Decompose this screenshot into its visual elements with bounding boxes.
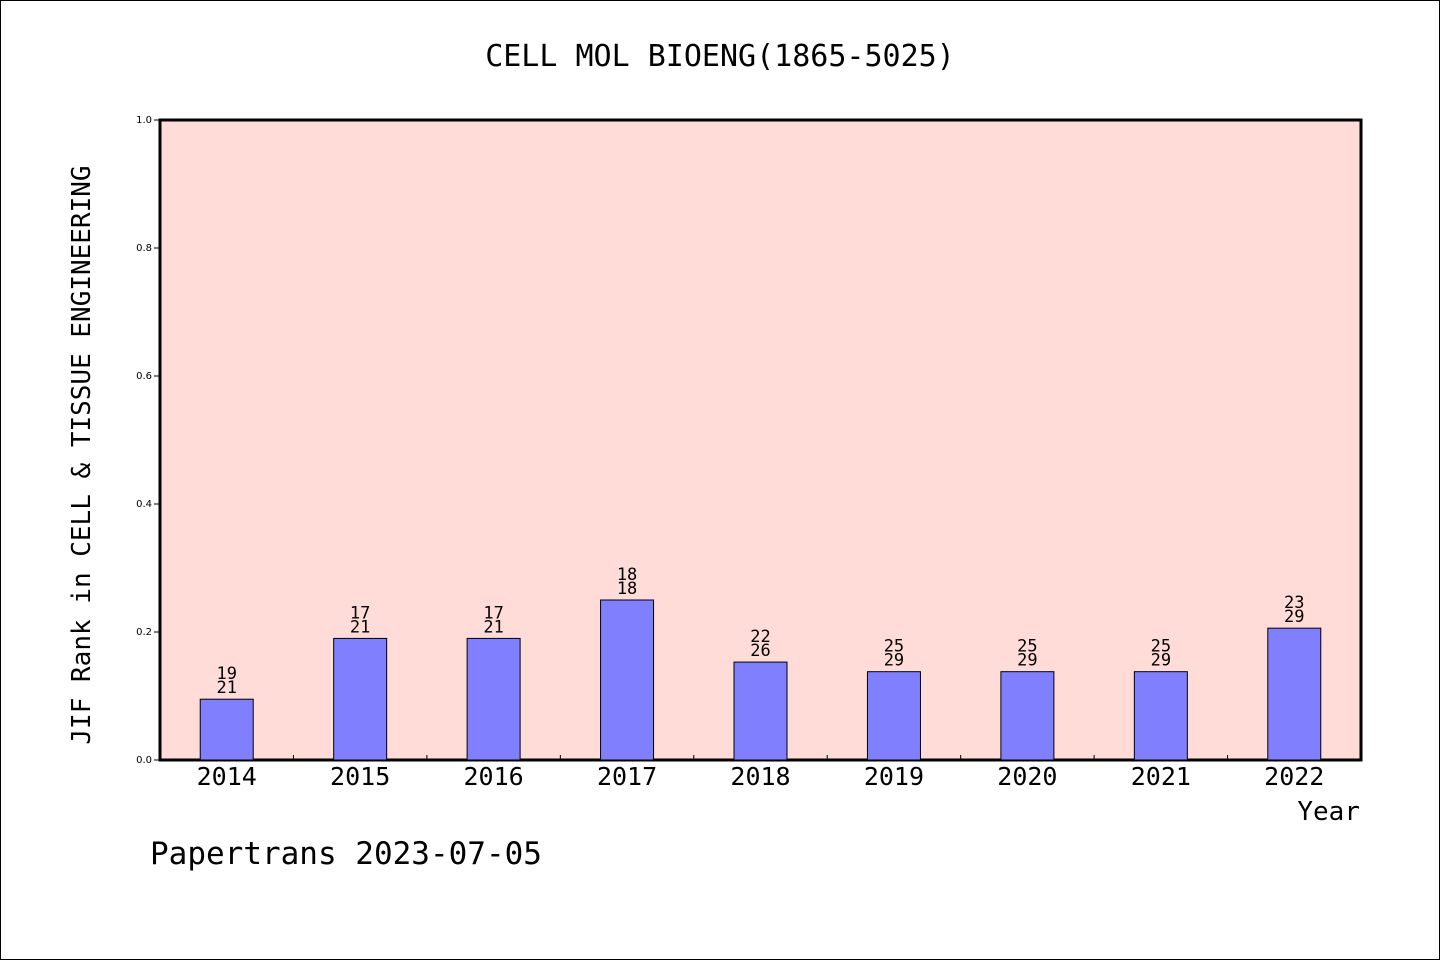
x-tick-label: 2019 (864, 762, 924, 791)
bar-total-label: 26 (750, 641, 770, 661)
x-tick-label: 2017 (597, 762, 657, 791)
bar-2014 (199, 698, 254, 761)
bar-rank-label: 17 (483, 603, 503, 623)
bar-rank-label: 22 (750, 627, 770, 647)
bar-2019 (866, 671, 921, 761)
y-tick-label: 0.8 (136, 243, 152, 254)
chart-title: CELL MOL BIOENG(1865-5025) (485, 39, 955, 74)
bar-total-label: 18 (617, 579, 637, 599)
y-tick-label: 1.0 (136, 115, 152, 126)
bar-2016 (466, 637, 521, 761)
y-tick-label: 0.0 (136, 755, 152, 766)
footer-credit: Papertrans 2023-07-05 (150, 836, 542, 872)
bar-total-label: 29 (1017, 651, 1037, 671)
bar-rank-label: 18 (617, 565, 637, 585)
bar-rank-label: 25 (1017, 637, 1037, 657)
bar-rank-label: 19 (216, 664, 236, 684)
x-axis: 2014 2015 2016 2017 2018 2019 2020 2021 2022 (197, 755, 1324, 791)
x-tick-label: 2016 (464, 762, 524, 791)
bar-total-label: 21 (350, 617, 370, 637)
y-tick-label: 0.2 (136, 627, 152, 638)
bar-2017 (600, 599, 655, 761)
x-tick-label: 2015 (330, 762, 390, 791)
x-tick-label: 2020 (997, 762, 1057, 791)
bar-total-label: 21 (483, 617, 503, 637)
bar-2022 (1267, 627, 1322, 761)
x-tick-label: 2022 (1264, 762, 1324, 791)
bar-rank-label: 25 (884, 637, 904, 657)
x-tick-label: 2014 (197, 762, 257, 791)
bar-2021 (1133, 671, 1188, 761)
x-axis-label: Year (1297, 797, 1360, 827)
bar-rank-label: 17 (350, 603, 370, 623)
bar-2018 (733, 661, 788, 761)
x-tick-label: 2018 (730, 762, 790, 791)
bar-total-label: 29 (1151, 651, 1171, 671)
bar-total-label: 29 (884, 651, 904, 671)
y-axis-label: JIF Rank in CELL & TISSUE ENGINEERING (67, 165, 97, 744)
bar-total-label: 21 (216, 678, 236, 698)
y-tick-label: 0.6 (136, 371, 152, 382)
bar-total-label: 29 (1284, 607, 1304, 627)
bar-rank-label: 25 (1151, 637, 1171, 657)
bar-2020 (1000, 671, 1055, 761)
bar-rank-label: 23 (1284, 593, 1304, 613)
bar-2015 (333, 637, 388, 761)
x-tick-label: 2021 (1131, 762, 1191, 791)
y-axis: 0.0 0.2 0.4 0.6 0.8 1.0 (136, 115, 160, 766)
y-tick-label: 0.4 (136, 499, 152, 510)
